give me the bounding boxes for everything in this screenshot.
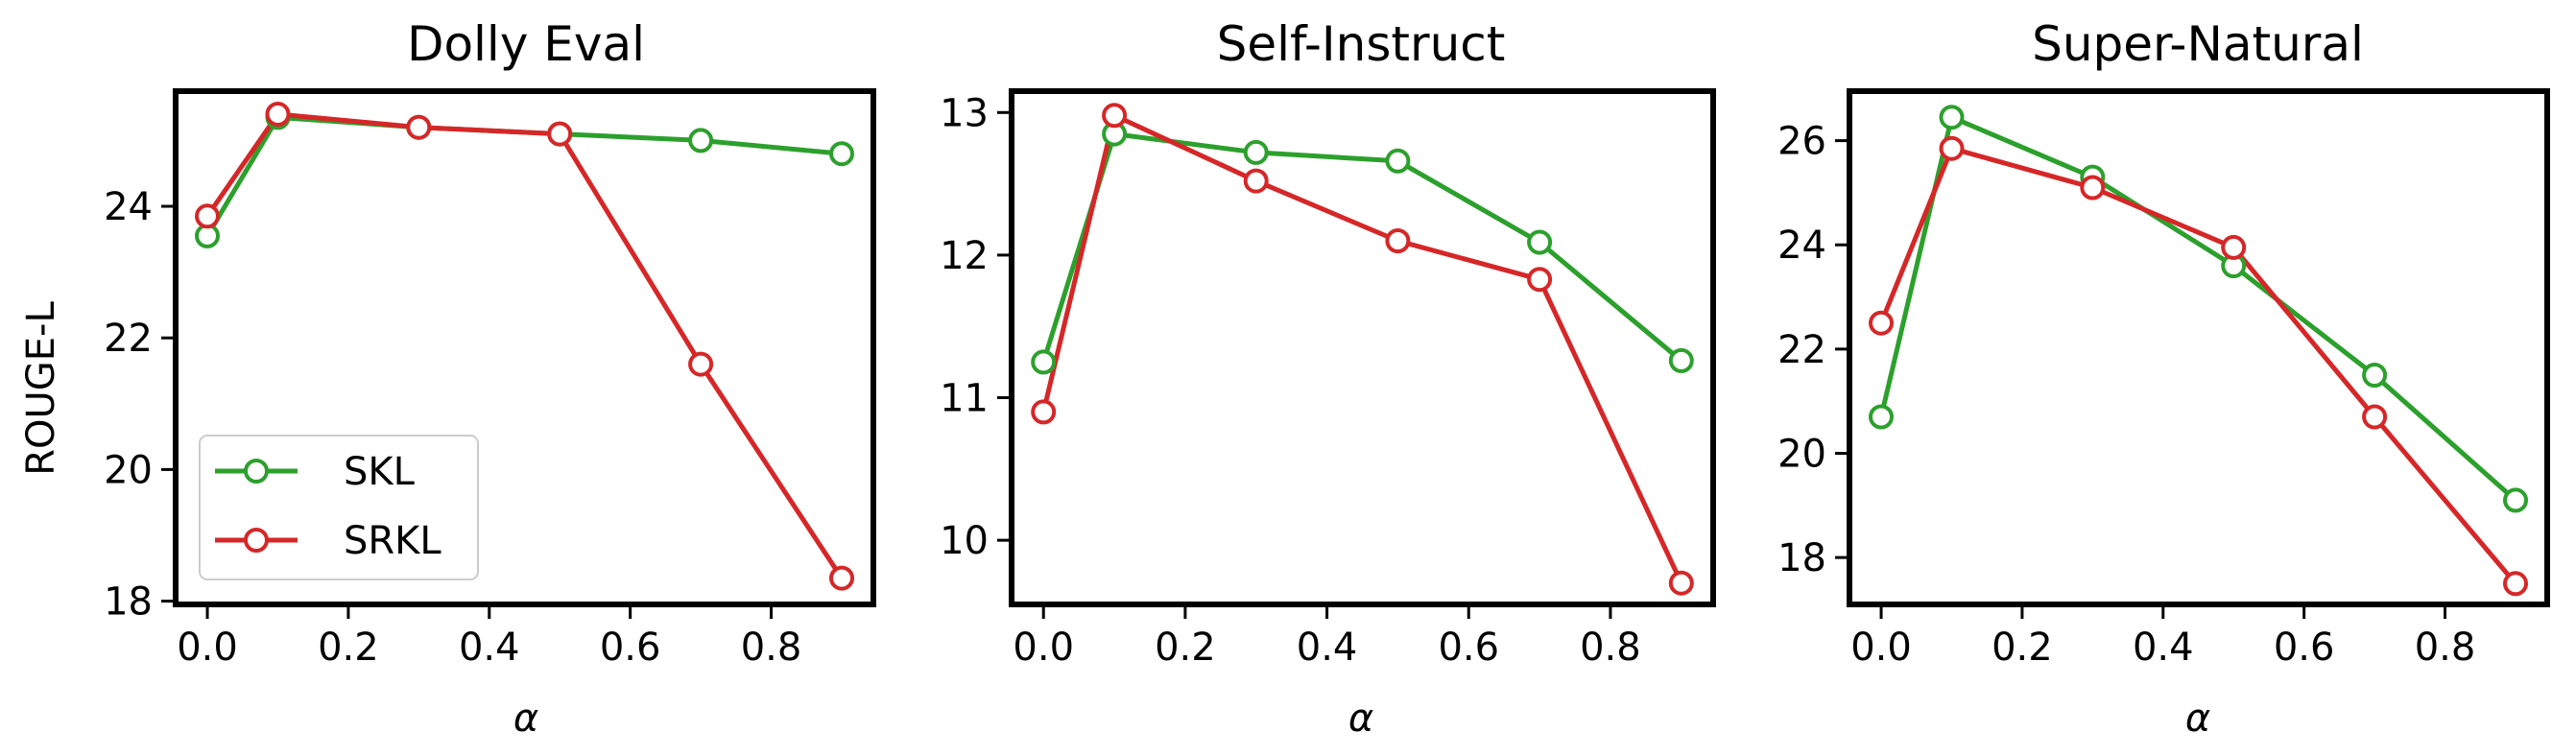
y-tick-label: 20 — [1777, 432, 1826, 476]
axes-frame — [1847, 88, 2550, 607]
data-point-skl — [688, 128, 714, 154]
y-tick-label: 13 — [940, 91, 989, 135]
data-point-skl — [1243, 139, 1269, 165]
data-point-skl — [1527, 229, 1553, 255]
x-axis-label: α — [2185, 697, 2210, 741]
legend-entry-skl: SKL — [215, 450, 416, 494]
data-point-srkl — [2503, 571, 2528, 597]
data-point-skl — [2503, 487, 2528, 513]
panel-title: Self-Instruct — [1217, 16, 1506, 72]
x-tick-label: 0.2 — [318, 626, 379, 670]
plot-area: 0.0 0.2 0.4 0.6 0.8 18 20 22 24 26 — [1777, 88, 2550, 670]
data-point-srkl — [829, 565, 854, 591]
series-line-srkl — [204, 111, 845, 581]
y-axis-label: ROUGE-L — [19, 301, 63, 476]
y-tick-label: 18 — [1777, 536, 1826, 580]
data-point-srkl — [406, 114, 432, 140]
x-tick-label: 0.4 — [2133, 626, 2194, 670]
panel-super-natural: Super-Natural 0.0 0.2 0.4 0.6 0.81820222426 … — [1777, 16, 2550, 741]
x-tick-label: 0.6 — [2274, 626, 2335, 670]
x-tick-label: 0.8 — [1580, 626, 1641, 670]
legend-label-srkl: SRKL — [344, 519, 441, 563]
data-point-srkl — [1031, 399, 1057, 425]
y-tick-label: 22 — [104, 317, 153, 361]
data-point-srkl — [1939, 135, 1965, 161]
y-tick-label: 18 — [104, 580, 153, 625]
legend: SKL SRKL — [199, 435, 479, 580]
series-line-srkl — [1040, 112, 1684, 586]
y-tick-label: 10 — [940, 519, 989, 563]
y-tick-label: 11 — [940, 377, 989, 421]
y-tick-label: 22 — [1777, 328, 1826, 372]
axes-frame — [173, 88, 876, 607]
x-axis-label: α — [1348, 697, 1373, 741]
x-tick-label: 0.6 — [600, 626, 661, 670]
legend-marker-skl — [244, 459, 269, 484]
data-point-srkl — [2362, 404, 2388, 430]
data-point-skl — [1385, 148, 1411, 174]
x-tick-label: 0.6 — [1438, 626, 1499, 670]
x-tick-label: 0.0 — [1013, 626, 1074, 670]
data-point-srkl — [1385, 228, 1411, 253]
series-line-skl — [1878, 114, 2518, 503]
y-tick-label: 20 — [104, 448, 153, 492]
x-tick-label: 0.2 — [1155, 626, 1216, 670]
legend-entry-srkl: SRKL — [215, 519, 441, 563]
y-tick-label: 24 — [104, 185, 153, 229]
y-tick-label: 12 — [940, 234, 989, 278]
data-point-skl — [1668, 347, 1694, 373]
data-point-srkl — [1527, 267, 1553, 293]
panel-dolly-eval: Dolly Eval 0.0 0.2 0.4 0.6 0.8 18 20 22 24 α — [104, 16, 876, 741]
data-point-skl — [1939, 105, 1965, 130]
x-tick-label: 0.4 — [459, 626, 520, 670]
data-point-srkl — [1668, 570, 1694, 596]
legend-marker-srkl — [244, 528, 269, 553]
x-tick-label: 0.0 — [1850, 626, 1912, 670]
data-point-skl — [1869, 404, 1894, 430]
data-point-srkl — [2221, 234, 2247, 260]
plot-area: 0.0 0.2 0.4 0.6 0.8 18 20 22 24 — [104, 88, 876, 670]
series-line-srkl — [1878, 146, 2518, 586]
y-tick-label: 24 — [1777, 224, 1826, 268]
y-tick-label: 26 — [1777, 120, 1826, 164]
axes-frame — [1009, 88, 1716, 607]
panel-self-instruct: Self-Instruct 0.0 0.2 0.4 0.6 0.8 10 11 12 13 α — [940, 16, 1716, 741]
data-point-skl — [1031, 349, 1057, 375]
data-point-srkl — [2080, 175, 2106, 201]
data-point-srkl — [1243, 168, 1269, 194]
data-point-srkl — [265, 102, 291, 127]
plot-area: 0.0 0.2 0.4 0.6 0.8 10 11 12 13 — [940, 88, 1716, 670]
panel-title: Super-Natural — [2032, 16, 2364, 72]
x-tick-label: 0.8 — [741, 626, 802, 670]
data-point-skl — [829, 141, 854, 167]
x-tick-label: 0.2 — [1992, 626, 2053, 670]
legend-label-skl: SKL — [344, 450, 416, 494]
data-point-srkl — [1102, 103, 1128, 129]
x-tick-label: 0.8 — [2415, 626, 2476, 670]
data-point-srkl — [195, 203, 220, 229]
panel-title: Dolly Eval — [407, 16, 645, 72]
data-point-srkl — [547, 121, 573, 147]
data-point-skl — [2362, 363, 2388, 388]
data-point-srkl — [688, 351, 714, 377]
x-axis-label: α — [513, 697, 538, 741]
x-tick-label: 0.4 — [1297, 626, 1358, 670]
x-tick-label: 0.0 — [177, 626, 238, 670]
data-point-srkl — [1869, 310, 1894, 336]
